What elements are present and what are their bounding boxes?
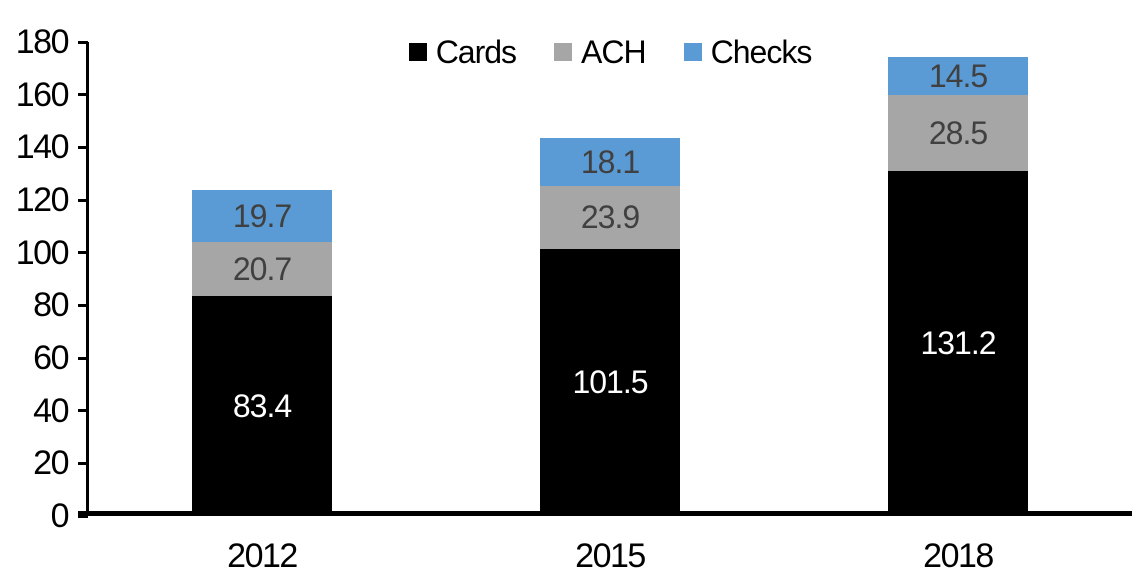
y-tick-label: 60	[33, 339, 69, 377]
x-category-label-2018: 2018	[923, 537, 994, 575]
legend-item-checks: Checks	[683, 34, 813, 70]
legend-swatch-cards-icon	[408, 43, 427, 61]
y-tick-label: 80	[33, 286, 69, 325]
y-tick-mark	[78, 514, 88, 518]
y-tick-label: 120	[15, 181, 70, 219]
bar-segment-label: 20.7	[232, 251, 292, 288]
bar-segment-label: 131.2	[920, 325, 996, 362]
bar-segment-ach-2015: 23.9	[540, 185, 680, 249]
y-tick-mark	[78, 40, 88, 44]
legend-swatch-ach-icon	[554, 43, 573, 61]
legend-item-ach: ACH	[554, 34, 647, 70]
y-tick-mark	[78, 356, 88, 360]
bar-segment-label: 28.5	[928, 114, 988, 151]
y-axis-line	[86, 42, 89, 516]
bar-segment-label: 14.5	[928, 58, 988, 95]
chart-legend: Cards ACH Checks	[88, 31, 1132, 73]
y-tick-mark	[78, 409, 88, 413]
y-tick-label: 140	[15, 128, 70, 167]
bar-segment-ach-2012: 20.7	[192, 241, 332, 297]
bar-segment-checks-2018: 14.5	[888, 57, 1028, 96]
bar-segment-ach-2018: 28.5	[888, 95, 1028, 171]
y-tick-mark	[78, 145, 88, 149]
x-axis-line	[78, 511, 1132, 516]
y-tick-label: 0	[50, 497, 70, 535]
bar-segment-label: 19.7	[232, 197, 292, 234]
bar-segment-checks-2015: 18.1	[540, 138, 680, 186]
bar-segment-checks-2012: 19.7	[192, 189, 332, 242]
y-tick-label: 180	[15, 23, 70, 61]
x-category-label-2012: 2012	[227, 537, 298, 575]
bar-segment-label: 23.9	[580, 199, 640, 236]
bar-segment-cards-2015: 101.5	[540, 248, 680, 516]
y-tick-mark	[78, 251, 88, 255]
bar-segment-label: 83.4	[232, 388, 292, 425]
legend-item-cards: Cards	[408, 34, 517, 70]
legend-label-cards: Cards	[435, 34, 517, 70]
x-category-label-2015: 2015	[575, 537, 646, 575]
bar-segment-cards-2018: 131.2	[888, 170, 1028, 516]
y-tick-mark	[78, 461, 88, 465]
y-tick-mark	[78, 198, 88, 202]
y-tick-mark	[78, 303, 88, 307]
bar-segment-cards-2012: 83.4	[192, 296, 332, 516]
y-tick-label: 20	[33, 444, 69, 483]
legend-swatch-checks-icon	[683, 43, 702, 61]
y-tick-label: 100	[15, 233, 70, 272]
bar-segment-label: 101.5	[572, 364, 648, 401]
legend-label-checks: Checks	[710, 34, 813, 70]
y-tick-label: 160	[15, 75, 70, 114]
y-tick-mark	[78, 93, 88, 97]
bar-segment-label: 18.1	[580, 143, 640, 180]
legend-label-ach: ACH	[581, 34, 647, 70]
y-tick-label: 40	[33, 391, 69, 430]
